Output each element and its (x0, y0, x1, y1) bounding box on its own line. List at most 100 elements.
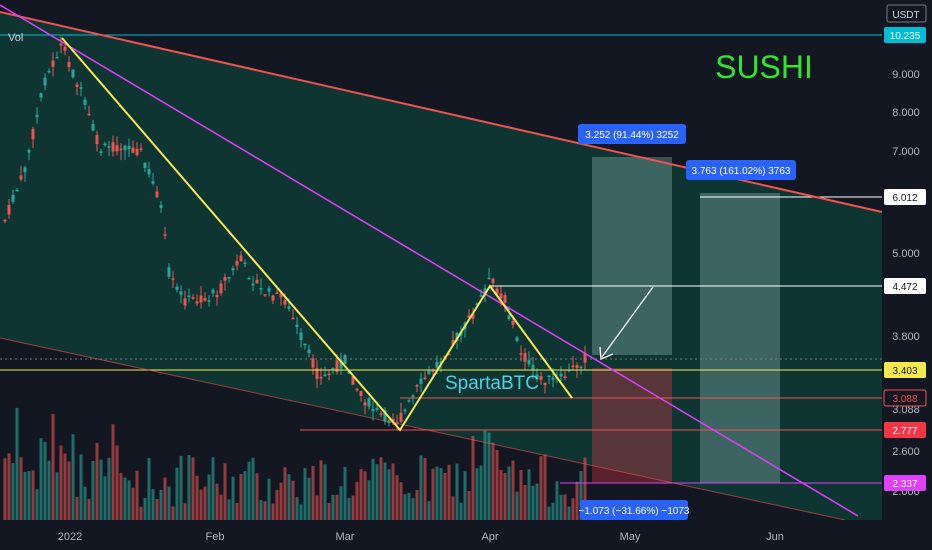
volume-bar (391, 463, 395, 520)
price-tag[interactable]: 3.088 (883, 389, 927, 407)
time-axis[interactable] (0, 520, 882, 550)
currency-box[interactable] (886, 4, 927, 23)
candle-body (235, 261, 239, 266)
volume-bar (227, 499, 231, 520)
volume-bar (511, 460, 515, 520)
volume-bar (147, 458, 151, 520)
volume-indicator-label[interactable]: Vol (8, 32, 23, 44)
volume-bar (131, 487, 135, 520)
candle-body (427, 370, 431, 375)
candle-body (527, 359, 531, 365)
volume-bar (427, 501, 431, 520)
candle-body (323, 374, 327, 377)
candle-body (507, 315, 511, 319)
volume-bar (263, 501, 267, 520)
measurement-label[interactable]: 3.763 (161.02%) 3763 (686, 160, 796, 180)
price-axis[interactable] (882, 0, 932, 550)
measurement-label[interactable]: −1.073 (−31.66%) −1073 (579, 500, 690, 520)
volume-bar (219, 494, 223, 520)
candle-body (31, 128, 35, 140)
target-box-2 (700, 193, 780, 483)
volume-bar (63, 453, 67, 520)
price-tag[interactable]: 2.337 (884, 475, 926, 491)
volume-bar (279, 482, 283, 520)
candle-body (435, 362, 439, 369)
candle-body (403, 409, 407, 412)
volume-bar (103, 476, 107, 520)
volume-bar (487, 432, 491, 520)
candle-body (519, 353, 523, 355)
volume-bar (151, 489, 155, 520)
price-tag[interactable]: 6.012 (884, 189, 926, 205)
price-tick-label: 8.000 (892, 107, 920, 119)
price-tick-label: 3.088 (892, 404, 920, 416)
candle-body (139, 148, 143, 151)
volume-bar (355, 481, 359, 520)
candle-body (211, 289, 215, 294)
volume-bar (375, 464, 379, 520)
pattern-line[interactable] (61, 37, 573, 432)
volume-bar (495, 449, 499, 520)
candle-body (99, 151, 103, 153)
volume-bar (379, 457, 383, 520)
volume-bar (283, 467, 287, 520)
candle-body (259, 287, 263, 290)
candle-body (291, 317, 295, 320)
volume-bar (575, 481, 579, 520)
price-tick-label: 7.000 (892, 146, 920, 158)
volume-bar (303, 468, 307, 520)
candle-body (331, 368, 335, 370)
price-tag-label: 3.088 (892, 394, 917, 405)
price-tag-box (883, 389, 927, 407)
projection-arrow[interactable] (601, 286, 654, 358)
price-tag[interactable]: 3.403 (884, 362, 926, 378)
candle-body (7, 204, 11, 215)
candle-body (263, 294, 267, 296)
candle-body (343, 355, 347, 365)
volume-bar (11, 463, 15, 520)
volume-bar (491, 442, 495, 520)
volume-bar (83, 486, 87, 520)
candle-body (75, 84, 79, 87)
volume-bar (327, 502, 331, 520)
channel-lower-line[interactable] (0, 337, 846, 521)
trend-line[interactable] (0, 4, 859, 517)
measurement-text: 3.763 (161.02%) 3763 (692, 166, 791, 177)
volume-bar (203, 486, 207, 520)
price-tag-label: 4.472 (892, 282, 917, 293)
price-tag[interactable]: 2.777 (884, 422, 926, 438)
volume-bar (191, 457, 195, 520)
volume-bar (439, 468, 443, 520)
candle-body (119, 148, 123, 151)
volume-bar (295, 496, 299, 520)
candle-body (295, 324, 299, 328)
candle-body (411, 395, 415, 398)
candle-body (559, 373, 563, 377)
volume-bar (535, 483, 539, 520)
time-tick-label: Apr (481, 531, 498, 543)
volume-bar (311, 465, 315, 520)
volume-bar (523, 484, 527, 520)
candle-body (27, 149, 31, 153)
candle-body (299, 332, 303, 340)
candle-body (251, 283, 255, 286)
volume-bar (519, 469, 523, 520)
candle-body (475, 303, 479, 306)
candle-body (219, 283, 223, 294)
volume-bar (255, 473, 259, 520)
candle-body (279, 293, 283, 298)
volume-bar (483, 429, 487, 520)
candle-body (423, 377, 427, 380)
candle-body (255, 279, 259, 284)
price-tag[interactable]: 4.472 (884, 278, 926, 294)
volume-bar (351, 495, 355, 520)
measurement-label[interactable]: 3.252 (91.44%) 3252 (578, 124, 686, 144)
price-tag[interactable]: 10.235 (884, 27, 926, 43)
candle-body (399, 412, 403, 422)
volume-bar (15, 407, 19, 520)
volume-bar (555, 481, 559, 520)
volume-bar (127, 480, 131, 520)
time-tick-label: May (620, 531, 641, 543)
